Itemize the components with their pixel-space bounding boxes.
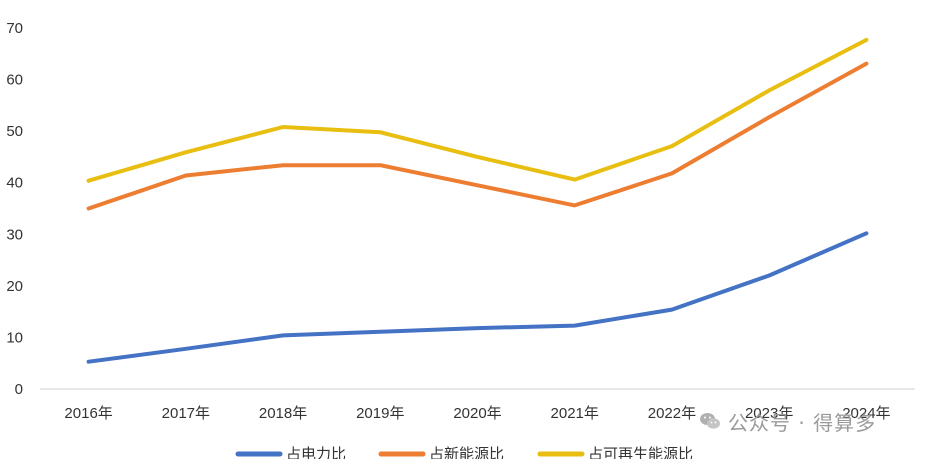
x-tick-label: 2017年 — [162, 405, 210, 422]
x-tick-label: 2016年 — [64, 405, 112, 422]
legend: 占电力比 占新能源比 占可再生能源比 — [235, 446, 693, 459]
legend-label: 占电力比 — [286, 446, 346, 459]
x-tick-label: 2023年 — [745, 405, 793, 422]
y-tick-label: 20 — [6, 278, 23, 295]
x-tick-label: 2019年 — [356, 405, 404, 422]
series-line-1 — [86, 231, 869, 364]
legend-label: 占可再生能源比 — [588, 446, 693, 459]
y-tick-label: 60 — [6, 72, 23, 89]
y-tick-label: 40 — [6, 175, 23, 192]
watermark-text: 公众号 · 得算多 — [728, 410, 877, 435]
y-tick-label: 0 — [15, 381, 23, 398]
series-lines — [86, 37, 869, 364]
x-tick-label: 2021年 — [551, 405, 599, 422]
x-tick-label: 2020年 — [453, 405, 501, 422]
y-tick-label: 30 — [6, 226, 23, 243]
y-tick-label: 10 — [6, 329, 23, 346]
y-tick-label: 70 — [6, 20, 23, 37]
series-line-2 — [86, 61, 869, 211]
x-tick-label: 2024年 — [842, 405, 890, 422]
y-tick-label: 50 — [6, 123, 23, 140]
y-axis-ticks: 0 10 20 30 40 50 60 70 — [6, 20, 23, 398]
wechat-icon — [700, 413, 720, 429]
series-line-3 — [86, 37, 869, 183]
x-tick-label: 2018年 — [259, 405, 307, 422]
x-axis-ticks: 2016年 2017年 2018年 2019年 2020年 2021年 2022年 2023年… — [64, 405, 890, 422]
x-tick-label: 2022年 — [648, 405, 696, 422]
watermark: 公众号 · 得算多 — [698, 404, 876, 438]
legend-label: 占新能源比 — [429, 446, 504, 459]
